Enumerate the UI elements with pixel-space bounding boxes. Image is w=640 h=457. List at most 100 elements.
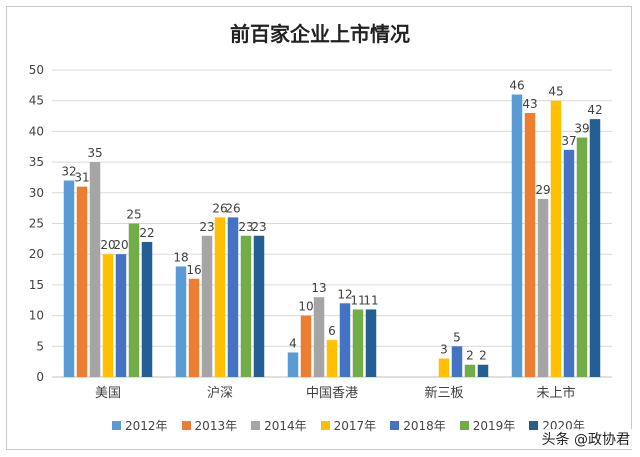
y-tick-label: 45 xyxy=(29,94,44,108)
bar xyxy=(451,346,463,377)
data-label: 26 xyxy=(225,201,240,215)
bar xyxy=(352,309,364,377)
data-label: 2 xyxy=(466,349,474,363)
data-label: 3 xyxy=(440,343,448,357)
legend-label: 2014年 xyxy=(264,419,307,433)
y-tick-label: 40 xyxy=(29,124,44,138)
y-tick-label: 30 xyxy=(29,186,44,200)
legend-label: 2019年 xyxy=(472,419,516,433)
legend-entry: 2014年 xyxy=(251,417,307,434)
legend-entry: 2013年 xyxy=(181,417,238,434)
legend-label: 2018年 xyxy=(403,419,446,433)
legend-swatch xyxy=(459,421,469,430)
data-label: 13 xyxy=(311,281,326,295)
bar xyxy=(589,119,601,378)
bar xyxy=(477,364,489,377)
data-label: 11 xyxy=(350,293,365,307)
legend-entry: 2012年 xyxy=(112,417,168,434)
bar xyxy=(175,266,187,377)
x-tick-label: 新三板 xyxy=(424,385,463,401)
legend-entry: 2017年 xyxy=(320,417,377,434)
y-tick-label: 5 xyxy=(36,339,44,353)
data-label: 43 xyxy=(522,97,537,111)
legend-swatch xyxy=(320,421,330,430)
legend-label: 2013年 xyxy=(194,419,238,433)
legend-label: 2012年 xyxy=(125,419,168,433)
data-label: 23 xyxy=(238,220,253,234)
legend-entry: 2018年 xyxy=(390,417,446,434)
legend-swatch xyxy=(112,421,121,430)
bar xyxy=(339,303,351,377)
data-label: 12 xyxy=(337,287,352,301)
data-label: 37 xyxy=(561,134,576,148)
bar xyxy=(464,364,476,377)
legend-swatch xyxy=(251,421,261,430)
bar xyxy=(511,94,523,377)
x-tick-label: 美国 xyxy=(95,386,121,401)
data-label: 20 xyxy=(113,238,128,252)
data-label: 25 xyxy=(126,208,141,222)
bar xyxy=(576,137,588,377)
bar xyxy=(141,241,153,377)
bar xyxy=(63,180,75,377)
bar xyxy=(89,162,101,377)
bar xyxy=(188,278,200,377)
data-label: 39 xyxy=(574,122,589,136)
y-tick-label: 20 xyxy=(29,247,44,261)
y-tick-label: 0 xyxy=(36,370,44,384)
x-tick-label: 中国香港 xyxy=(306,386,358,401)
bar xyxy=(253,235,265,377)
data-label: 6 xyxy=(328,324,336,338)
bar xyxy=(563,149,575,377)
data-label: 22 xyxy=(139,226,154,240)
data-label: 2 xyxy=(479,349,487,363)
chart-title: 前百家企业上市情况 xyxy=(230,22,410,46)
y-tick-label: 50 xyxy=(29,63,44,77)
bar xyxy=(102,254,114,377)
bar xyxy=(287,352,299,377)
data-label: 42 xyxy=(587,103,602,117)
data-label: 45 xyxy=(548,85,563,99)
data-label: 18 xyxy=(173,250,188,264)
x-tick-label: 沪深 xyxy=(207,385,233,401)
data-label: 16 xyxy=(186,263,201,277)
data-label: 23 xyxy=(199,220,214,234)
bar xyxy=(76,186,88,377)
data-label: 5 xyxy=(453,330,461,344)
data-label: 10 xyxy=(298,300,313,314)
data-label: 32 xyxy=(61,165,76,179)
data-label: 4 xyxy=(289,336,297,350)
data-label: 26 xyxy=(212,201,227,215)
data-label: 23 xyxy=(251,220,266,234)
data-label: 29 xyxy=(535,183,550,197)
data-label: 35 xyxy=(87,146,102,160)
bar xyxy=(438,358,450,377)
bar xyxy=(550,100,562,377)
y-tick-label: 10 xyxy=(29,309,44,323)
bar xyxy=(227,217,239,377)
data-label: 46 xyxy=(509,79,524,93)
bar xyxy=(240,235,252,377)
data-label: 31 xyxy=(74,171,89,185)
legend-label: 2017年 xyxy=(333,419,377,433)
bar xyxy=(214,217,226,377)
legend-swatch xyxy=(181,421,191,430)
legend-swatch xyxy=(529,421,539,430)
bar xyxy=(300,315,312,377)
y-tick-label: 35 xyxy=(29,155,44,169)
legend: 2012年 2013年 2014年 2017年 2018年 2019年 2020年 xyxy=(112,417,585,434)
y-tick-label: 15 xyxy=(29,278,44,292)
bar xyxy=(201,235,213,377)
bar xyxy=(537,198,549,377)
bar xyxy=(128,223,140,377)
y-tick-label: 25 xyxy=(29,217,44,231)
legend-entry: 2019年 xyxy=(459,417,516,434)
x-tick-label: 未上市 xyxy=(536,385,575,401)
bar xyxy=(326,340,338,377)
data-label: 20 xyxy=(100,238,115,252)
watermark-text: 头条 @政协君 xyxy=(537,429,634,449)
bar xyxy=(365,309,377,377)
bar xyxy=(524,112,536,377)
